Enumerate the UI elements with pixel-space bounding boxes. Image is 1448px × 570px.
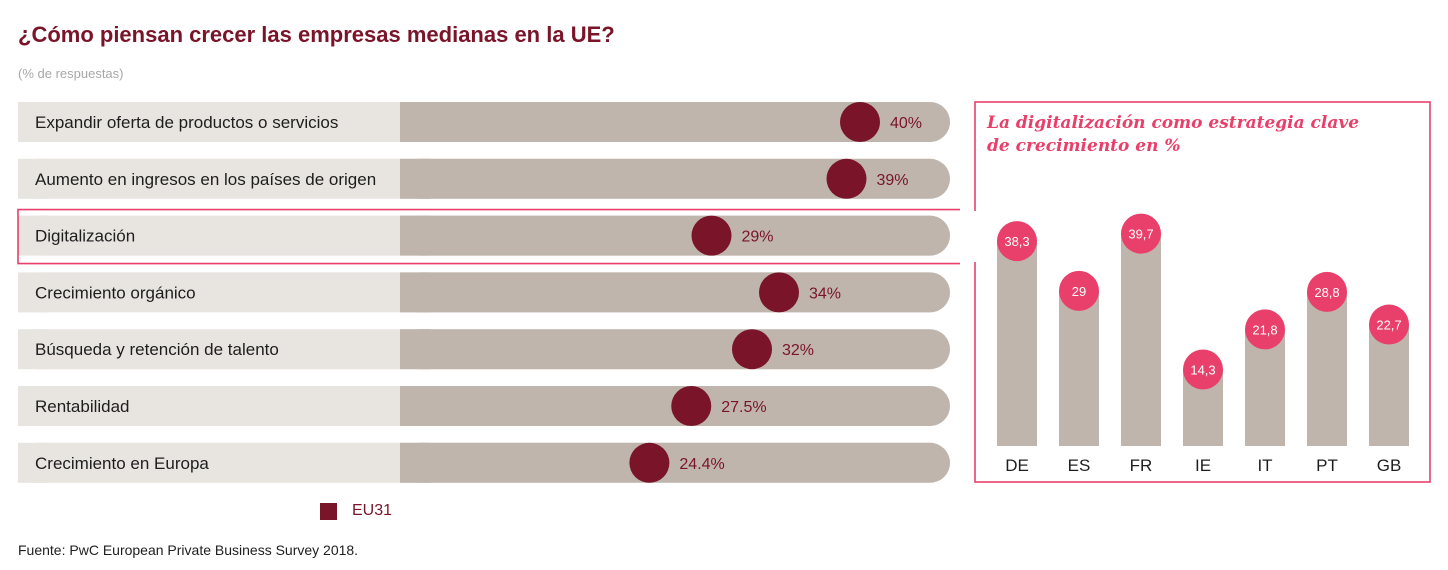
row-bar-left-edge [400, 272, 430, 313]
horizontal-bar-chart: Expandir oferta de productos o servicios… [17, 102, 960, 483]
value-bubble-label: 14,3 [1190, 362, 1215, 377]
value-bubble [1245, 309, 1285, 350]
value-bubble-label: 28,8 [1314, 285, 1339, 300]
value-dot [732, 329, 772, 370]
row-label: Crecimiento en Europa [35, 454, 209, 473]
value-bubble-label: 29 [1072, 284, 1086, 299]
country-bar-chart: La digitalización como estrategia clave d… [972, 101, 1431, 483]
value-dot [840, 102, 880, 142]
row-bar [400, 272, 950, 313]
row-bar-left-edge [400, 329, 430, 370]
row-bar-left-edge [400, 386, 430, 426]
row-bar-left-edge [400, 215, 430, 256]
row-bar [400, 329, 950, 370]
row-label: Aumento en ingresos en los países de ori… [35, 170, 376, 189]
value-dot [826, 158, 867, 199]
frame-gap [972, 211, 978, 262]
value-label: 32% [782, 342, 814, 359]
value-bubble-label: 39,7 [1128, 227, 1153, 242]
value-label: 24.4% [679, 456, 724, 473]
value-label: 40% [890, 115, 922, 132]
row-label: Crecimiento orgánico [35, 283, 196, 302]
value-dot [629, 442, 670, 483]
legend: EU31 [320, 502, 392, 520]
row-bar-left-edge [400, 442, 430, 483]
row-track-left-edge [18, 442, 48, 483]
page-title: ¿Cómo piensan crecer las empresas median… [18, 22, 615, 47]
row-label: Digitalización [35, 227, 135, 246]
panel-title-line: La digitalización como estrategia clave [986, 113, 1359, 133]
value-label: 39% [877, 172, 909, 189]
row-bar [400, 102, 950, 142]
row-bar-left-edge [400, 102, 430, 142]
row-track-left-edge [18, 215, 48, 256]
value-label: 27.5% [721, 399, 766, 416]
country-bar [1059, 290, 1099, 446]
country-label: IT [1257, 456, 1272, 475]
country-label: FR [1130, 456, 1153, 475]
row-track-left-edge [18, 272, 48, 313]
row-track-left-edge [18, 158, 48, 199]
value-dot [671, 386, 712, 426]
value-bubble-label: 22,7 [1376, 318, 1401, 333]
country-bar [1121, 233, 1161, 446]
row-track-left-edge [18, 386, 48, 426]
country-bar [1307, 291, 1347, 446]
value-bubble [1059, 270, 1099, 311]
value-label: 34% [809, 285, 841, 302]
value-label: 29% [742, 229, 774, 246]
country-label: ES [1068, 456, 1091, 475]
row-label: Búsqueda y retención de talento [35, 340, 279, 359]
value-bubble [1369, 304, 1409, 345]
row-bar [400, 215, 950, 256]
value-bubble [1121, 213, 1161, 254]
country-label: IE [1195, 456, 1211, 475]
row-track-left-edge [18, 329, 48, 370]
legend-swatch-eu31 [320, 502, 337, 520]
panel-title-line: de crecimiento en % [987, 136, 1181, 156]
row-bar [400, 158, 950, 199]
country-bar [1369, 324, 1409, 446]
row-bar [400, 442, 950, 483]
row-label: Rentabilidad [35, 397, 130, 416]
country-bar [997, 241, 1037, 446]
page-subtitle: (% de respuestas) [18, 66, 124, 81]
row-bar-left-edge [400, 158, 430, 199]
value-dot [759, 272, 799, 313]
value-bubble-label: 21,8 [1252, 322, 1277, 337]
panel-frame [974, 101, 1431, 483]
country-label: GB [1377, 456, 1402, 475]
source-note: Fuente: PwC European Private Business Su… [18, 542, 359, 558]
country-label: PT [1316, 456, 1338, 475]
value-bubble [1307, 271, 1347, 312]
highlight-outline [17, 208, 960, 265]
country-label: DE [1005, 456, 1029, 475]
row-label: Expandir oferta de productos o servicios [35, 113, 338, 132]
legend-label-eu31: EU31 [352, 502, 393, 519]
value-bubble-label: 38,3 [1004, 234, 1029, 249]
value-bubble [997, 221, 1037, 262]
value-bubble [1183, 349, 1223, 390]
value-dot [691, 215, 732, 256]
row-track-left-edge [18, 102, 48, 142]
